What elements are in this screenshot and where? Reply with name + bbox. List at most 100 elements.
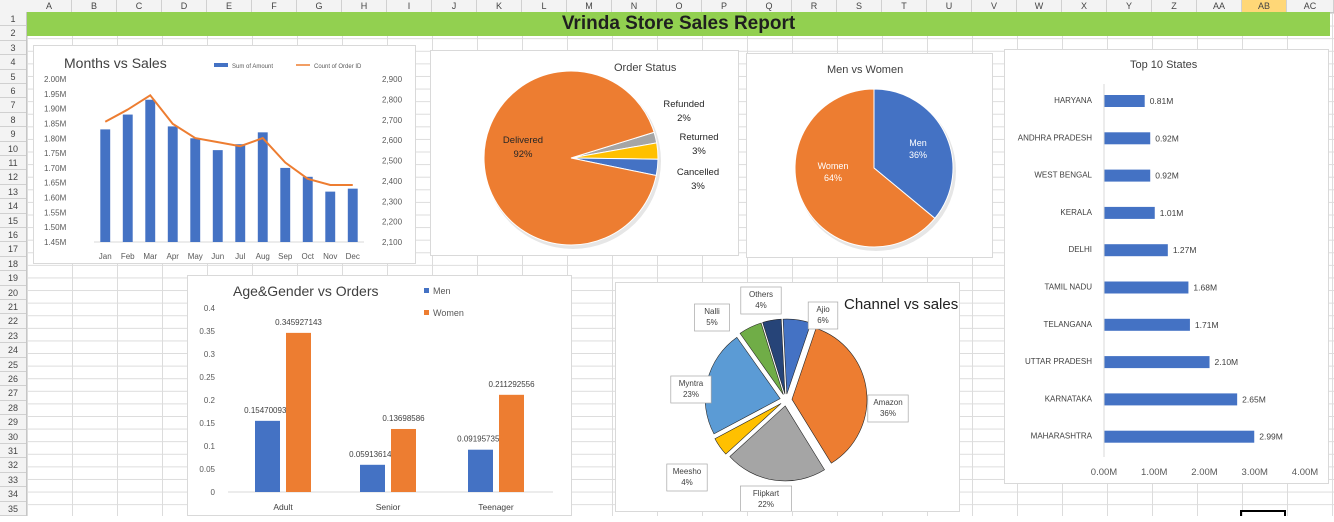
row-header-4[interactable]: 4 <box>0 55 26 70</box>
slice-pct-meesho: 4% <box>681 478 693 487</box>
y2-tick-label: 2,800 <box>382 95 403 104</box>
bar-karnataka <box>1104 393 1238 406</box>
column-header-e[interactable]: E <box>207 0 252 12</box>
x-tick-label: 3.00M <box>1242 467 1268 478</box>
column-header-b[interactable]: B <box>72 0 117 12</box>
column-header-i[interactable]: I <box>387 0 432 12</box>
column-header-ab[interactable]: AB <box>1242 0 1287 12</box>
row-header-16[interactable]: 16 <box>0 228 26 243</box>
column-header-bar: A B C D E F G H I J K L M N O P Q R S T U V W X Y Z AA AB AC <box>0 0 1334 13</box>
row-header-34[interactable]: 34 <box>0 487 26 502</box>
label-box-amazon <box>867 394 909 423</box>
column-header-ac[interactable]: AC <box>1287 0 1334 12</box>
bar-jul <box>235 144 246 242</box>
bar-adult-men <box>255 420 280 492</box>
men-vs-women-chart[interactable]: Men vs Women Men 36% Women 64% <box>746 53 993 258</box>
y2-tick-label: 2,100 <box>382 238 403 247</box>
row-header-31[interactable]: 31 <box>0 444 26 459</box>
column-header-m[interactable]: M <box>567 0 612 12</box>
column-header-z[interactable]: Z <box>1152 0 1197 12</box>
column-header-k[interactable]: K <box>477 0 522 12</box>
report-title-banner[interactable]: Vrinda Store Sales Report <box>27 12 1330 36</box>
row-header-9[interactable]: 9 <box>0 127 26 142</box>
row-header-6[interactable]: 6 <box>0 84 26 99</box>
column-header-s[interactable]: S <box>837 0 882 12</box>
y2-tick-label: 2,700 <box>382 116 403 125</box>
column-header-a[interactable]: A <box>27 0 72 12</box>
row-header-28[interactable]: 28 <box>0 401 26 416</box>
y-tick-label: 1.65M <box>44 179 67 188</box>
row-header-2[interactable]: 2 <box>0 26 26 41</box>
row-header-12[interactable]: 12 <box>0 170 26 185</box>
row-header-15[interactable]: 15 <box>0 214 26 228</box>
column-header-q[interactable]: Q <box>747 0 792 12</box>
y-tick-label: 1.85M <box>44 119 67 128</box>
top-10-states-chart[interactable]: Top 10 States HARYANA 0.81M ANDHRA PRADESH… <box>1004 49 1329 484</box>
row-header-14[interactable]: 14 <box>0 199 26 214</box>
column-header-h[interactable]: H <box>342 0 387 12</box>
bar-kerala <box>1104 206 1155 219</box>
row-header-11[interactable]: 11 <box>0 156 26 171</box>
row-header-7[interactable]: 7 <box>0 98 26 113</box>
column-header-n[interactable]: N <box>612 0 657 12</box>
row-header-27[interactable]: 27 <box>0 386 26 401</box>
row-header-13[interactable]: 13 <box>0 185 26 200</box>
slice-amazon <box>791 327 868 464</box>
row-header-33[interactable]: 33 <box>0 473 26 488</box>
channel-vs-sales-chart[interactable]: Channel vs sales Ajio 6% Amazon 36% Flipkart… <box>615 282 960 514</box>
row-header-22[interactable]: 22 <box>0 314 26 329</box>
row-header-20[interactable]: 20 <box>0 286 26 300</box>
bar-jun <box>212 150 223 242</box>
row-header-24[interactable]: 24 <box>0 343 26 358</box>
y-tick-label: 0 <box>211 488 216 497</box>
row-header-26[interactable]: 26 <box>0 372 26 387</box>
age-gender-orders-chart[interactable]: Age&Gender vs Orders Men Women 0 0.05 0.1 0.… <box>187 275 572 516</box>
column-header-l[interactable]: L <box>522 0 567 12</box>
slice-label-ajio: Ajio <box>816 305 830 314</box>
row-header-18[interactable]: 18 <box>0 257 26 272</box>
bar-value-label: 0.92M <box>1155 133 1179 143</box>
order-status-chart[interactable]: Order Status Delivered 92% Refunded 2% Retur… <box>430 50 739 256</box>
bar-value-label: 1.27M <box>1173 245 1197 255</box>
column-header-v[interactable]: V <box>972 0 1017 12</box>
row-header-5[interactable]: 5 <box>0 70 26 84</box>
bar-value-label: 0.81M <box>1150 96 1174 106</box>
column-header-aa[interactable]: AA <box>1197 0 1242 12</box>
row-header-29[interactable]: 29 <box>0 415 26 430</box>
column-header-j[interactable]: J <box>432 0 477 12</box>
column-header-g[interactable]: G <box>297 0 342 12</box>
column-header-f[interactable]: F <box>252 0 297 12</box>
row-header-30[interactable]: 30 <box>0 430 26 444</box>
column-header-d[interactable]: D <box>162 0 207 12</box>
row-header-19[interactable]: 19 <box>0 271 26 286</box>
bar-nov <box>325 191 336 242</box>
bar-value-label: 0.211292556 <box>488 380 535 389</box>
column-header-x[interactable]: X <box>1062 0 1107 12</box>
column-header-o[interactable]: O <box>657 0 702 12</box>
row-header-21[interactable]: 21 <box>0 300 26 315</box>
row-header-10[interactable]: 10 <box>0 142 26 156</box>
column-header-u[interactable]: U <box>927 0 972 12</box>
label-box-meesho <box>666 463 708 492</box>
column-header-c[interactable]: C <box>117 0 162 12</box>
row-header-17[interactable]: 17 <box>0 242 26 257</box>
row-header-1[interactable]: 1 <box>0 12 26 27</box>
row-header-32[interactable]: 32 <box>0 458 26 473</box>
row-header-35[interactable]: 35 <box>0 502 26 516</box>
months-vs-sales-chart[interactable]: Months vs Sales Sum of Amount Count of Or… <box>33 45 416 264</box>
column-header-p[interactable]: P <box>702 0 747 12</box>
row-header-8[interactable]: 8 <box>0 113 26 128</box>
column-header-t[interactable]: T <box>882 0 927 12</box>
row-header-23[interactable]: 23 <box>0 329 26 344</box>
x-tick-label: Nov <box>323 252 337 261</box>
bar-value-label: 1.71M <box>1195 320 1219 330</box>
row-header-25[interactable]: 25 <box>0 358 26 372</box>
row-header-3[interactable]: 3 <box>0 41 26 56</box>
column-header-w[interactable]: W <box>1017 0 1062 12</box>
order-status-svg: Order Status Delivered 92% Refunded 2% Retur… <box>483 62 719 249</box>
bar-west-bengal <box>1104 169 1151 182</box>
y2-tick-label: 2,600 <box>382 136 403 145</box>
column-header-r[interactable]: R <box>792 0 837 12</box>
column-header-y[interactable]: Y <box>1107 0 1152 12</box>
bar-value-label: 0.154700937 <box>244 406 291 415</box>
